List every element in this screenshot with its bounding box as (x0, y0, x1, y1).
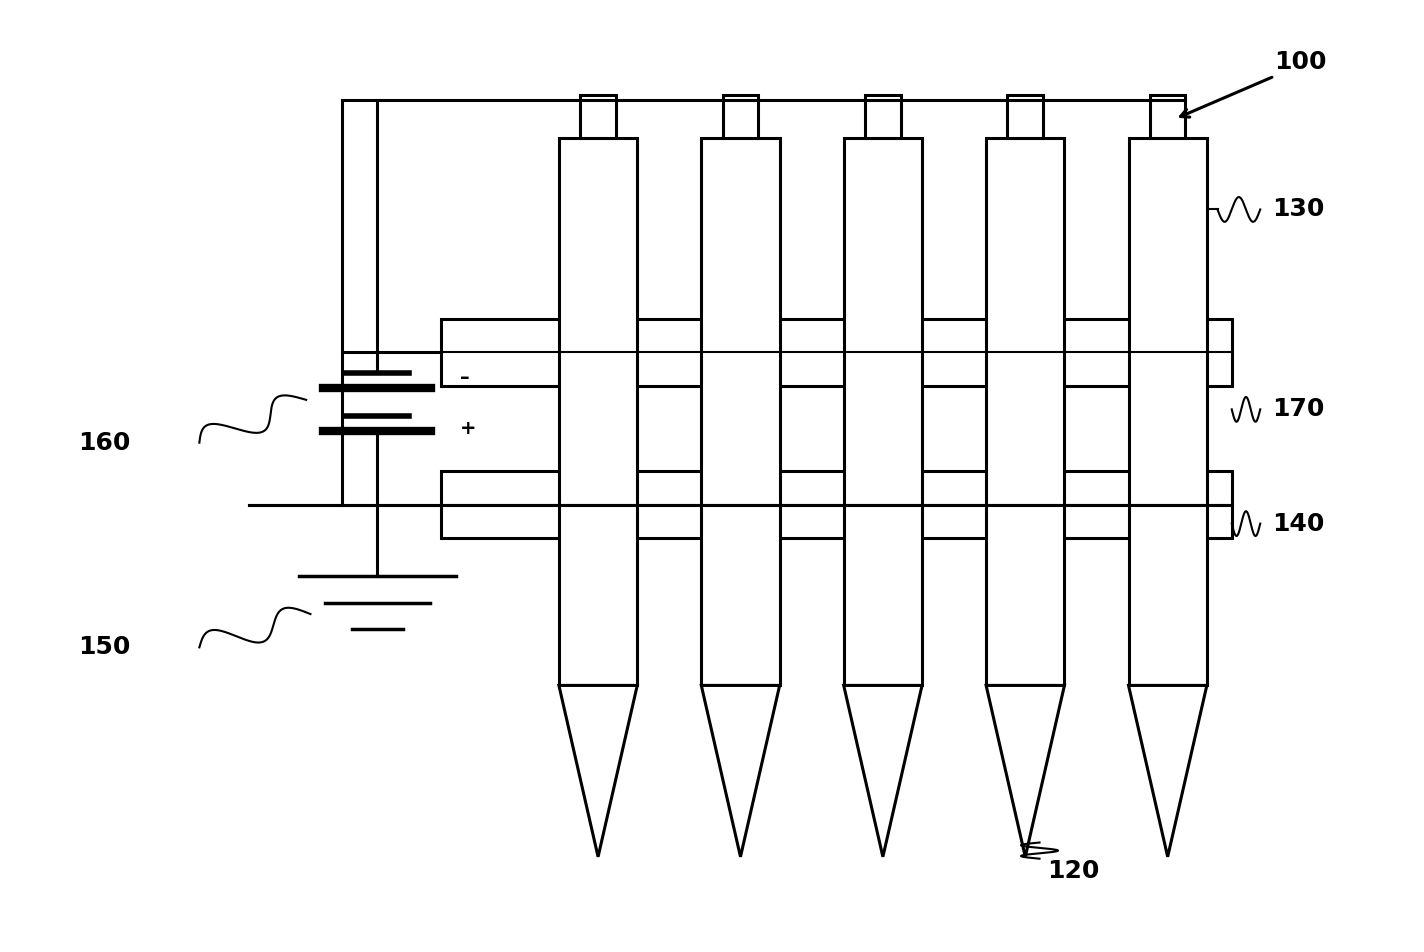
Text: –: – (460, 368, 470, 387)
Bar (985, 138, 1065, 685)
Bar (558, 138, 638, 685)
Text: 150: 150 (78, 635, 131, 660)
Text: 170: 170 (1272, 397, 1324, 422)
Bar (581, 95, 615, 138)
Bar (1008, 95, 1042, 138)
Text: 120: 120 (1047, 859, 1099, 883)
Bar (441, 319, 1232, 386)
Bar (843, 138, 923, 685)
Bar (723, 95, 759, 138)
Bar (1128, 138, 1208, 685)
Text: 130: 130 (1272, 197, 1324, 222)
Polygon shape (701, 685, 780, 857)
Text: 140: 140 (1272, 511, 1324, 536)
Bar (1149, 95, 1185, 138)
Polygon shape (1128, 685, 1208, 857)
Bar (866, 95, 901, 138)
Text: +: + (460, 419, 477, 438)
Polygon shape (843, 685, 923, 857)
Text: 160: 160 (78, 430, 131, 455)
Bar (701, 138, 779, 685)
Bar (441, 471, 1232, 538)
Polygon shape (558, 685, 637, 857)
Polygon shape (985, 685, 1065, 857)
Text: 100: 100 (1274, 50, 1327, 74)
